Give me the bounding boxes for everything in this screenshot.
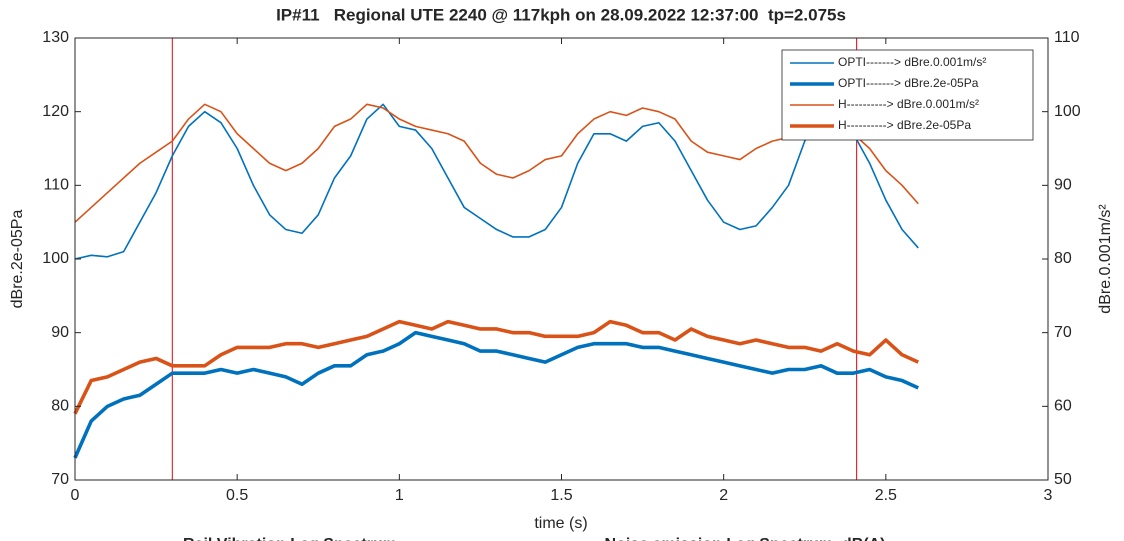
series-line [74,103,919,260]
y-tick-label: 100 [42,250,69,267]
x-tick-label: 1 [395,487,404,504]
y-tick-label: 80 [51,398,69,415]
x-tick-label: 0.5 [226,487,248,504]
y-tick-label: 130 [42,29,69,46]
y-tick-label: 90 [51,324,69,341]
legend-label: H----------> dBre.2e-05Pa [838,118,971,132]
chart-title: IP#11 Regional UTE 2240 @ 117kph on 28.0… [276,5,846,24]
legend: OPTI-------> dBre.0.001m/s² OPTI-------> … [781,49,1034,141]
y2-axis-label: dBre.0.001m/s² [1097,204,1114,314]
y2-tick-label: 60 [1054,398,1072,415]
y2-tick-label: 90 [1054,177,1072,194]
y2-tick-label: 70 [1054,324,1072,341]
y2-tick-label: 80 [1054,250,1072,267]
y-tick-label: 120 [42,103,69,120]
y-tick-label: 110 [43,177,69,194]
footer-label: Rail Vibration Leq Spectrum [183,536,397,541]
x-tick-label: 2.5 [875,487,897,504]
x-axis-label: time (s) [534,515,587,532]
x-tick-label: 0 [71,487,80,504]
y-axis-label: dBre.2e-05Pa [9,210,26,309]
legend-label: OPTI-------> dBre.0.001m/s² [838,55,986,69]
footer-label: Noise emission Leq Spectrum dB(A) [605,536,886,541]
y2-tick-label: 100 [1054,103,1081,120]
series-line [73,319,920,415]
y2-tick-label: 50 [1054,471,1072,488]
x-tick-label: 3 [1044,487,1053,504]
x-tick-label: 1.5 [550,487,572,504]
y2-tick-label: 110 [1054,29,1080,46]
legend-label: OPTI-------> dBre.2e-05Pa [838,76,979,90]
series-line [73,330,920,459]
x-tick-label: 2 [719,487,728,504]
legend-label: H----------> dBre.0.001m/s² [838,97,979,111]
y-tick-label: 70 [51,471,69,488]
series-line [74,103,919,223]
